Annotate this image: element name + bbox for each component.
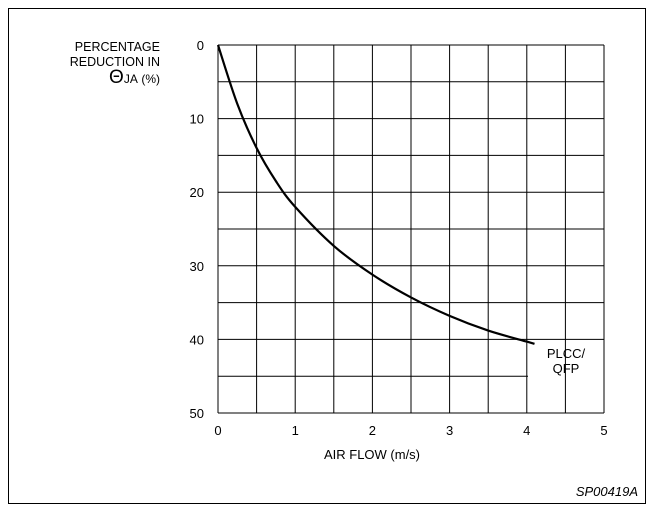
y-tick-label: 30	[190, 259, 204, 274]
x-tick-label: 0	[214, 423, 221, 438]
series-layer: PLCC/QFP	[216, 44, 586, 376]
series-line	[216, 44, 535, 345]
x-axis-label: AIR FLOW (m/s)	[324, 447, 420, 462]
series-label: QFP	[553, 361, 580, 376]
y-tick-label: 0	[197, 38, 204, 53]
y-tick-label: 10	[190, 112, 204, 127]
y-axis-label-line-3: ΘJA (%)	[20, 67, 160, 88]
chart-frame	[8, 8, 646, 504]
theta-symbol: Θ	[109, 67, 124, 88]
y-axis-label-line-2: REDUCTION IN	[69, 55, 160, 69]
x-tick-label: 4	[523, 423, 530, 438]
y-axis-unit: (%)	[141, 72, 160, 86]
y-tick-label: 20	[190, 185, 204, 200]
x-tick-label: 5	[600, 423, 607, 438]
x-tick-label: 3	[446, 423, 453, 438]
series-label: PLCC/	[547, 346, 586, 361]
grid	[217, 44, 605, 414]
figure-code: SP00419A	[576, 484, 638, 499]
x-tick-label: 1	[292, 423, 299, 438]
y-axis-label: PERCENTAGE REDUCTION IN ΘJA (%)	[20, 40, 160, 87]
x-tick-label: 2	[369, 423, 376, 438]
y-axis-label-line-1: PERCENTAGE	[74, 40, 160, 54]
y-tick-label: 40	[190, 332, 204, 347]
theta-subscript: JA	[123, 72, 138, 86]
y-tick-label: 50	[190, 406, 204, 421]
